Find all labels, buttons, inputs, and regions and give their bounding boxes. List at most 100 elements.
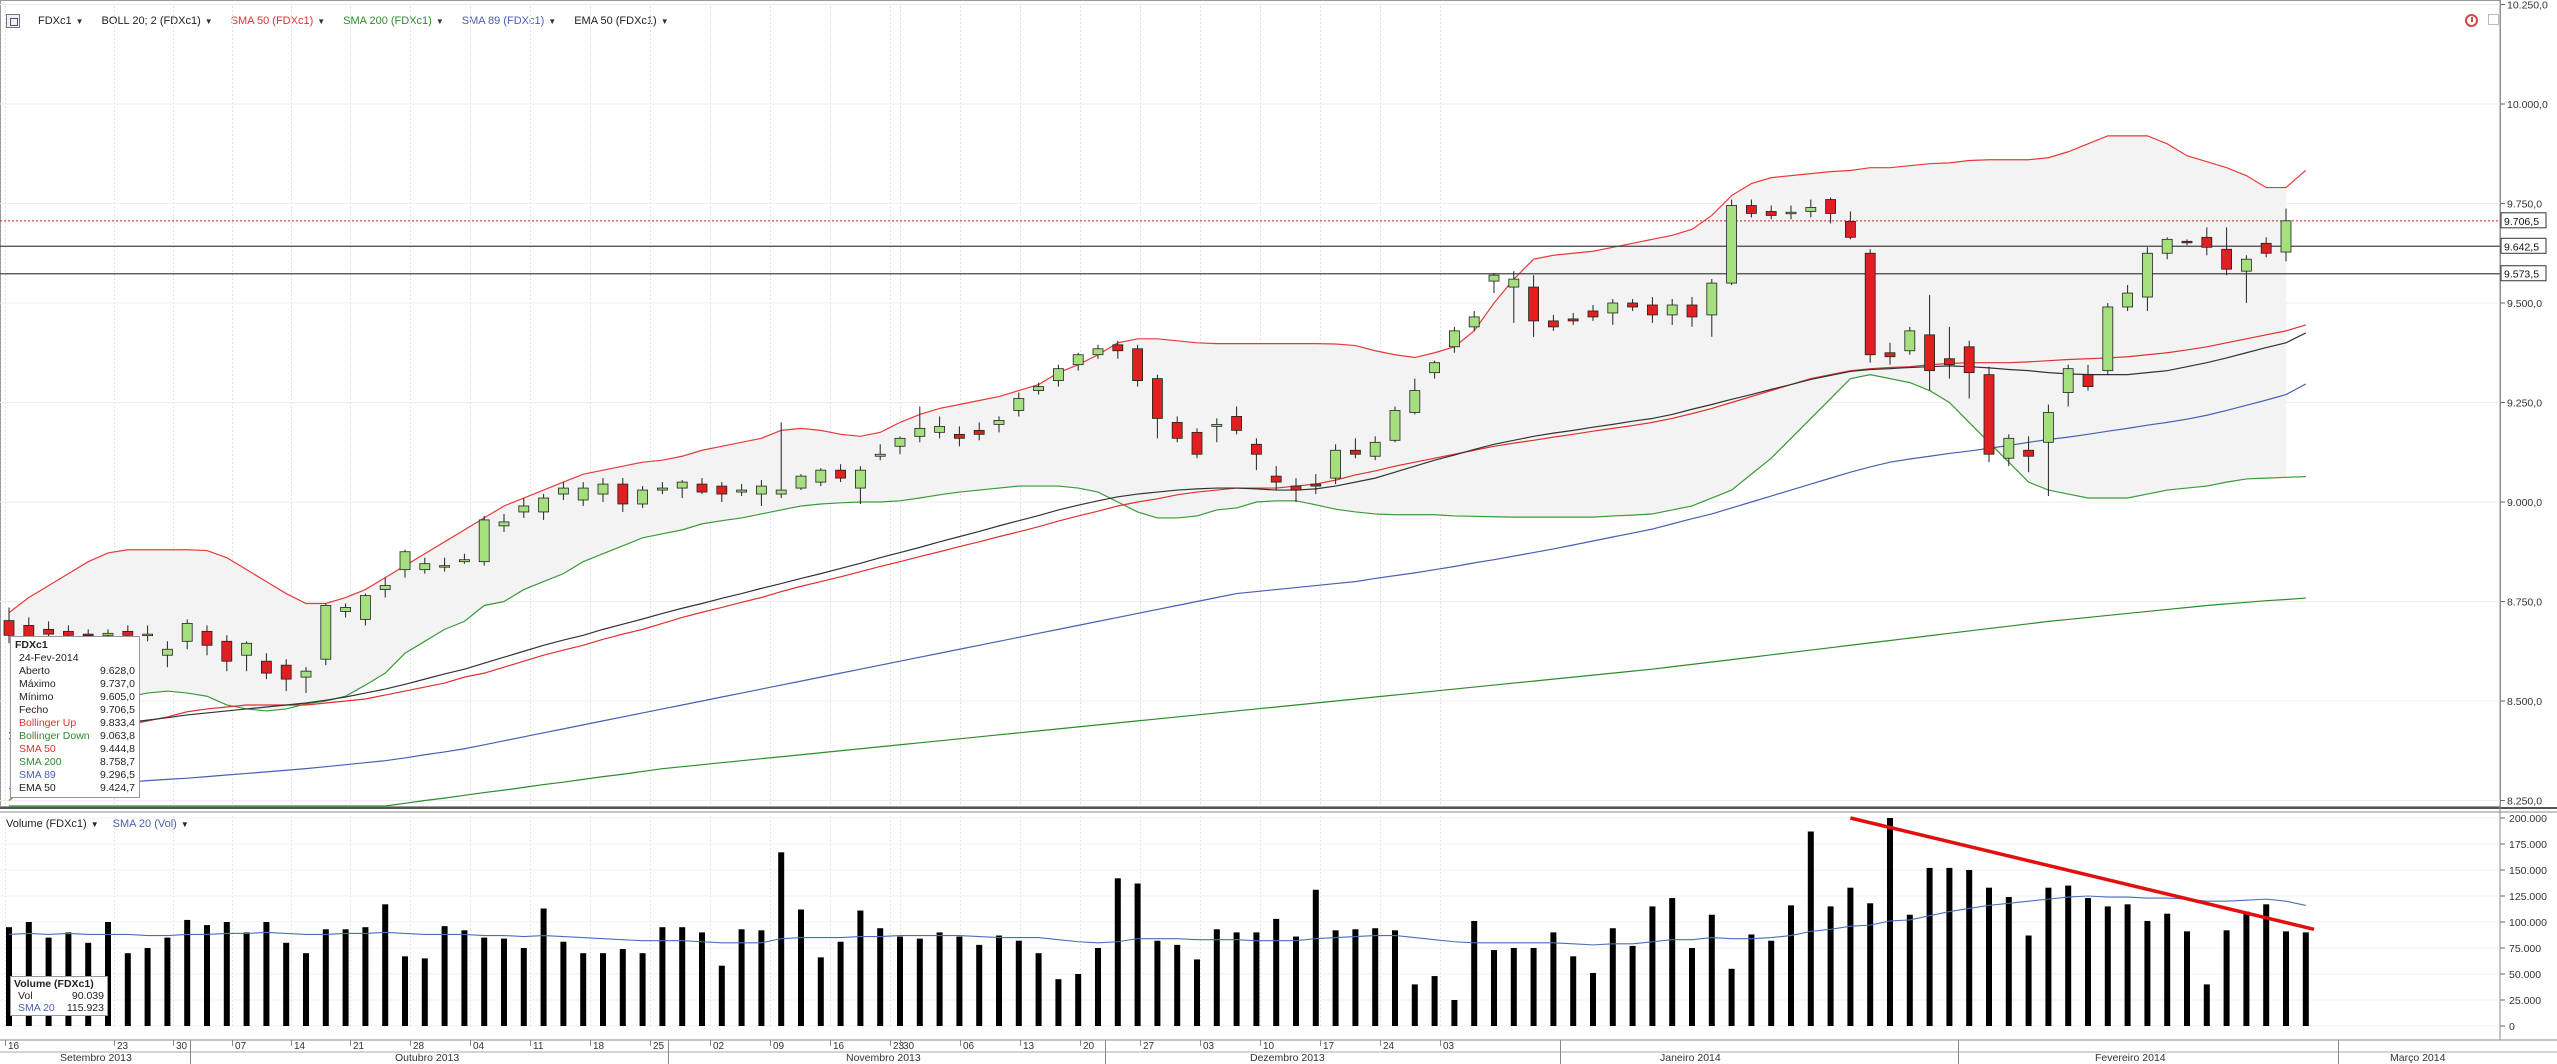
volume-bar [1906,914,1913,1026]
volume-bar [1986,887,1992,1026]
candle-up [914,427,926,437]
candle-down [1548,320,1559,328]
bollinger-lower-line [8,374,2306,801]
candle-up [2161,238,2173,254]
toolbar-item-symbol[interactable]: FDXc1 ▼ [38,15,84,27]
price-toolbar: FDXc1 ▼ BOLL 20; 2 (FDXc1) ▼ SMA 50 (FDXc1… [6,12,669,30]
candle-down [1963,346,1975,374]
candle-down [1845,221,1856,238]
volume-bar [402,956,408,1026]
volume-bar [1649,906,1656,1026]
candle-up [1429,362,1440,374]
info-row: Mínimo 9.605,0 [15,691,135,704]
volbox-row: Vol 90.039 [14,990,104,1002]
volume-bar [699,932,705,1026]
x-tick-label: 30 [903,1041,915,1052]
info-row-value: 9.706,5 [99,704,135,716]
candle-down [43,628,54,635]
candle-up [2280,220,2292,253]
x-tick-label: 28 [413,1041,425,1052]
x-tick-label: 13 [1023,1041,1035,1052]
volume-bar [1293,936,1299,1026]
chevron-down-icon[interactable]: ▼ [90,819,99,829]
volume-bar [1788,905,1794,1026]
candle-up [1726,205,1737,284]
volume-bar [2085,898,2091,1026]
candle-down [1825,199,1836,214]
info-row-value: 9.833,4 [99,717,135,729]
info-row-value: 8.758,7 [99,756,135,768]
toolbar-item-volume-sma[interactable]: SMA 20 (Vol) ▼ [113,818,189,830]
chevron-down-icon[interactable]: ▼ [317,16,326,26]
y-tick-label: 8.500,0 [2507,696,2542,708]
candle-down [1152,378,1163,419]
y-tick-label: 50.000 [2509,969,2541,981]
volume-bar [798,909,804,1026]
candle-down [1231,416,1242,431]
price-marker-label: 9.642,5 [2504,241,2539,253]
volume-bar [6,927,12,1026]
toolbar-item-ema50[interactable]: EMA 50 (FDXc1) ▼ [574,15,668,27]
candle-down [221,640,233,662]
chevron-down-icon[interactable]: ▼ [548,16,557,26]
volume-trendline [1849,816,2315,931]
clock-icon[interactable] [2465,14,2478,27]
info-row-value: 9.424,7 [99,782,135,794]
volume-bar [718,965,725,1026]
x-tick-label: 21 [353,1041,365,1052]
volbox-row-label: SMA 20 [18,1002,55,1014]
volume-bar [897,936,903,1026]
info-row-label: SMA 50 [19,743,56,755]
volume-bar [421,958,428,1026]
info-row-value: 9.628,0 [99,665,135,677]
price-info-panel: FDXc1 24-Fev-2014 Aberto 9.628,0 Máximo 9.7… [10,636,140,798]
volume-bar [1946,867,1953,1026]
volume-bar [1807,831,1814,1026]
candle-down [280,664,292,680]
x-tick-label: 14 [294,1041,306,1052]
candle-up [1389,410,1401,441]
chevron-down-icon[interactable]: ▼ [435,16,444,26]
candle-down [1350,449,1361,455]
volume-bar [2065,885,2072,1026]
candle-up [1369,441,1381,457]
chart-document-icon[interactable] [6,14,20,28]
y-tick-label: 125.000 [2509,891,2547,903]
candle-up [300,670,312,678]
volume-bar [520,948,527,1026]
chevron-down-icon[interactable]: ▼ [180,819,189,829]
volume-bar [441,926,448,1026]
toolbar-item-sma89[interactable]: SMA 89 (FDXc1) ▼ [462,15,556,27]
volbox-row-value: 90.039 [71,990,104,1002]
toolbar-item-bollinger[interactable]: BOLL 20; 2 (FDXc1) ▼ [102,15,213,27]
volume-bar [1015,940,1022,1026]
candle-up [142,633,154,637]
volume-bar [1590,972,1596,1026]
chevron-down-icon[interactable]: ▼ [75,16,84,26]
candle-up [1033,386,1044,391]
candle-up [1488,274,1500,282]
chevron-down-icon[interactable]: ▼ [660,16,669,26]
toolbar-item-sma50[interactable]: SMA 50 (FDXc1) ▼ [231,15,325,27]
candle-down [82,633,94,637]
candle-up [795,475,807,489]
y-tick-label: 9.750,0 [2507,199,2542,211]
minimize-icon[interactable] [2488,14,2499,25]
volume-bar [956,936,963,1026]
candle-up [419,563,431,571]
candle-up [538,497,549,513]
chart-window-controls [2465,14,2499,27]
chevron-down-icon[interactable]: ▼ [204,16,213,26]
toolbar-item-sma200[interactable]: SMA 200 (FDXc1) ▼ [343,15,444,27]
candle-up [855,469,866,489]
month-label: Fevereiro 2014 [2095,1052,2166,1064]
volume-bar [916,938,923,1026]
candle-down [122,630,134,636]
toolbar-item-volume[interactable]: Volume (FDXc1) ▼ [6,818,99,830]
candle-up [181,622,193,642]
info-row-value: 9.444,8 [99,743,135,755]
volume-bar [164,937,171,1026]
info-row: EMA 50 9.424,7 [15,782,135,795]
volume-bar [105,922,111,1026]
x-tick-label: 10 [1263,1041,1275,1052]
